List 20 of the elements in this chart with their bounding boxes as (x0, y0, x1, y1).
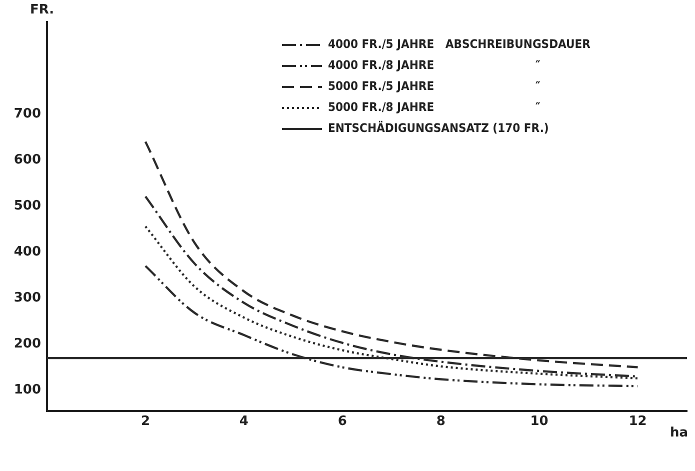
legend-label: ENTSCHÄDIGUNGSANSATZ (170 FR.) (328, 120, 549, 136)
legend-label: 5000 FR./5 JAHRE ″ (328, 79, 541, 94)
y-tick-label: 400 (14, 244, 41, 260)
legend-label: 4000 FR./8 JAHRE ″ (328, 58, 541, 72)
x-axis-title: ha (670, 425, 688, 440)
legend-label: 5000 FR./8 JAHRE ″ (328, 100, 541, 114)
x-tick-label: 8 (436, 414, 446, 430)
y-tick-label: 500 (14, 198, 41, 214)
y-tick-label: 100 (14, 382, 41, 398)
y-tick-label: 300 (14, 290, 41, 306)
y-tick-label: 700 (14, 106, 41, 122)
x-tick-label: 12 (628, 414, 647, 430)
x-tick-label: 2 (140, 414, 150, 430)
y-axis-title: FR. (30, 2, 54, 18)
x-tick-label: 4 (239, 414, 248, 430)
y-tick-label: 600 (14, 152, 41, 168)
x-tick-label: 10 (530, 414, 548, 430)
legend-label: 4000 FR./5 JAHRE ABSCHREIBUNGSDAUER (328, 37, 592, 52)
y-tick-label: 200 (14, 336, 41, 352)
x-tick-label: 6 (338, 414, 347, 430)
